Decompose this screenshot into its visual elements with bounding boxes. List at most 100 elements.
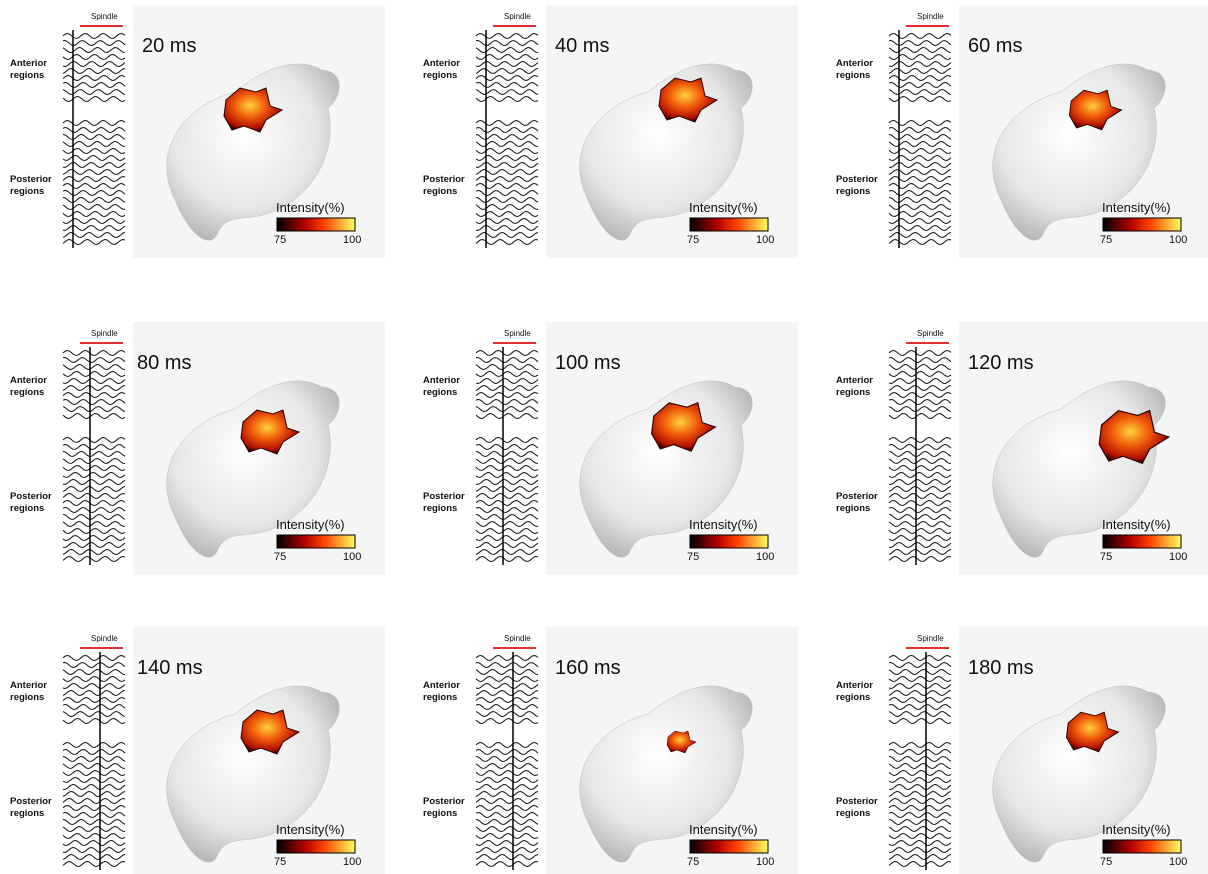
eeg-trace [476, 684, 538, 689]
colorbar-min: 75 [274, 856, 286, 868]
eeg-trace [63, 778, 125, 783]
eeg-trace [63, 785, 125, 790]
eeg-trace [476, 393, 538, 398]
eeg-trace [476, 656, 538, 661]
colorbar-min: 75 [1100, 551, 1112, 563]
eeg-trace [889, 743, 951, 748]
eeg-trace [63, 862, 125, 867]
eeg-trace [889, 691, 951, 696]
time-label: 140 ms [137, 657, 203, 680]
eeg-trace [476, 494, 538, 499]
eeg-trace [889, 757, 951, 762]
eeg-trace [889, 656, 951, 661]
eeg-trace [476, 358, 538, 363]
eeg-trace [63, 473, 125, 478]
eeg-trace [889, 351, 951, 356]
eeg-trace [476, 473, 538, 478]
anterior-label: Anterior regions [10, 58, 58, 82]
eeg-trace [476, 750, 538, 755]
eeg-trace [476, 557, 538, 562]
spindle-label: Spindle [91, 12, 118, 21]
anterior-label: Anterior regions [836, 58, 884, 82]
eeg-trace [63, 515, 125, 520]
eeg-trace [889, 684, 951, 689]
time-label: 120 ms [968, 352, 1034, 375]
eeg-trace [63, 841, 125, 846]
colorbar [690, 840, 768, 853]
colorbar-min: 75 [1100, 234, 1112, 246]
colorbar-max: 100 [1169, 551, 1187, 563]
spindle-label: Spindle [917, 634, 944, 643]
eeg-trace [476, 834, 538, 839]
colorbar-min: 75 [687, 856, 699, 868]
eeg-trace [889, 862, 951, 867]
eeg-trace [476, 438, 538, 443]
eeg-trace [63, 407, 125, 412]
eeg-trace [889, 550, 951, 555]
eeg-trace [476, 445, 538, 450]
colorbar-title: Intensity(%) [689, 822, 758, 837]
eeg-trace [63, 466, 125, 471]
colorbar-max: 100 [756, 234, 774, 246]
anterior-label: Anterior regions [836, 375, 884, 399]
colorbar-title: Intensity(%) [1102, 822, 1171, 837]
colorbar-min: 75 [274, 551, 286, 563]
eeg-trace [63, 372, 125, 377]
eeg-trace [476, 771, 538, 776]
colorbar [277, 535, 355, 548]
eeg-trace [63, 351, 125, 356]
eeg-trace [889, 466, 951, 471]
eeg-trace [889, 750, 951, 755]
eeg-trace [476, 543, 538, 548]
eeg-trace [63, 438, 125, 443]
eeg-trace [476, 764, 538, 769]
eeg-trace [63, 487, 125, 492]
posterior-label: Posterior regions [423, 174, 471, 198]
eeg-trace [889, 799, 951, 804]
eeg-trace [889, 501, 951, 506]
eeg-trace [63, 543, 125, 548]
eeg-trace [476, 698, 538, 703]
time-label: 80 ms [137, 352, 191, 375]
eeg-trace [63, 494, 125, 499]
eeg-trace [63, 550, 125, 555]
eeg-trace [63, 501, 125, 506]
eeg-trace [63, 386, 125, 391]
eeg-trace [889, 792, 951, 797]
eeg-trace [476, 792, 538, 797]
eeg-trace [63, 799, 125, 804]
eeg-trace [476, 663, 538, 668]
eeg-trace [476, 705, 538, 710]
colorbar-max: 100 [343, 551, 361, 563]
eeg-trace [889, 705, 951, 710]
eeg-trace [476, 670, 538, 675]
spindle-label: Spindle [91, 329, 118, 338]
eeg-trace [889, 848, 951, 853]
eeg-trace [889, 386, 951, 391]
colorbar [277, 218, 355, 231]
eeg-trace [889, 522, 951, 527]
posterior-label: Posterior regions [10, 491, 58, 515]
eeg-trace [889, 806, 951, 811]
eeg-trace [889, 764, 951, 769]
colorbar-min: 75 [1100, 856, 1112, 868]
colorbar-max: 100 [756, 856, 774, 868]
eeg-trace [63, 400, 125, 405]
eeg-trace [889, 719, 951, 724]
eeg-trace [889, 452, 951, 457]
spindle-label: Spindle [504, 12, 531, 21]
time-label: 180 ms [968, 657, 1034, 680]
eeg-trace [889, 508, 951, 513]
spindle-label: Spindle [917, 12, 944, 21]
eeg-trace [889, 771, 951, 776]
spindle-label: Spindle [91, 634, 118, 643]
eeg-trace [889, 445, 951, 450]
anterior-label: Anterior regions [423, 680, 471, 704]
eeg-trace [63, 445, 125, 450]
eeg-trace [476, 400, 538, 405]
eeg-trace [476, 841, 538, 846]
eeg-trace [476, 365, 538, 370]
eeg-trace [476, 855, 538, 860]
eeg-trace [63, 827, 125, 832]
colorbar-title: Intensity(%) [276, 517, 345, 532]
